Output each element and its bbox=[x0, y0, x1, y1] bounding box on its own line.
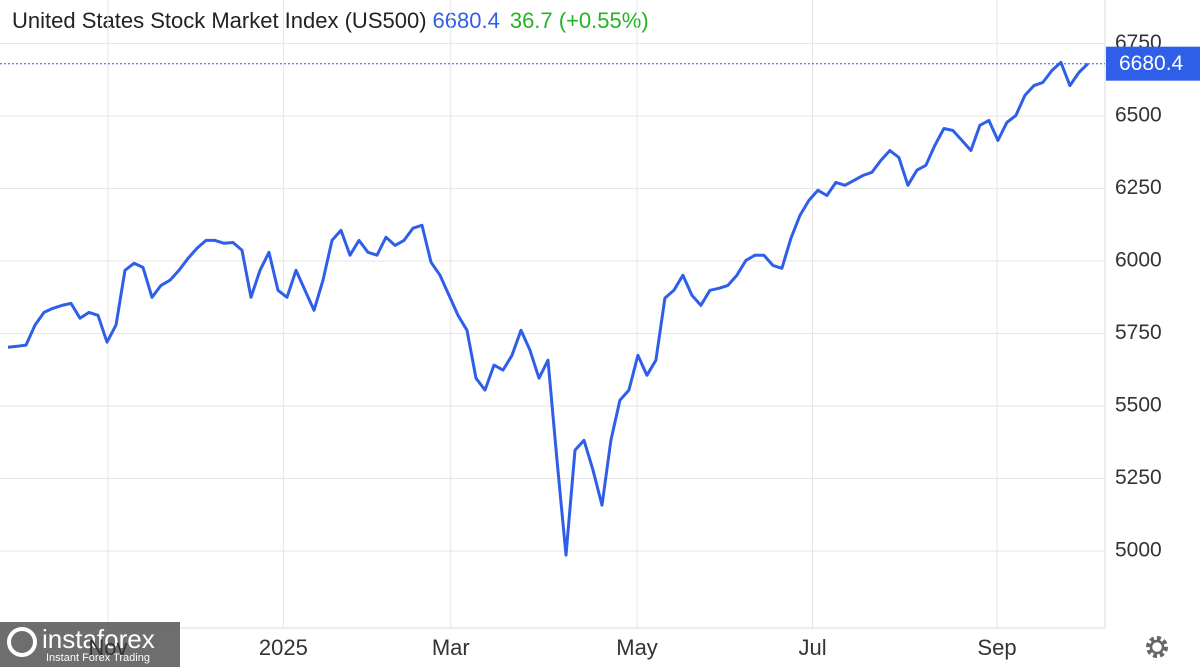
x-tick-label: Nov bbox=[88, 635, 127, 660]
chart-title: United States Stock Market Index (US500) bbox=[12, 8, 427, 33]
price: 6680.4 bbox=[433, 8, 500, 33]
y-tick-label: 5000 bbox=[1115, 539, 1162, 562]
title: United States Stock Market Index (US500)… bbox=[12, 8, 649, 33]
last-price-label: 6680.4 bbox=[1119, 52, 1184, 75]
x-tick-label: May bbox=[616, 635, 658, 660]
price-line bbox=[7, 60, 1089, 557]
y-tick-label: 6500 bbox=[1115, 104, 1162, 127]
y-tick-label: 6000 bbox=[1115, 249, 1162, 272]
x-tick-label: Jul bbox=[798, 635, 826, 660]
x-tick-label: Sep bbox=[977, 635, 1016, 660]
y-tick-label: 5750 bbox=[1115, 321, 1162, 344]
change: 36.7 (+0.55%) bbox=[510, 8, 649, 33]
watermark-sub: Instant Forex Trading bbox=[46, 652, 150, 664]
last-price-badge bbox=[1106, 46, 1200, 81]
watermark: instaforex Instant Forex Trading bbox=[0, 622, 180, 667]
y-tick-label: 5250 bbox=[1115, 466, 1162, 489]
watermark-text: instaforex bbox=[42, 624, 155, 654]
x-tick-label: 2025 bbox=[259, 635, 308, 660]
watermark-icon bbox=[7, 627, 37, 657]
settings-icon[interactable] bbox=[1146, 636, 1168, 658]
y-tick-label: 6250 bbox=[1115, 176, 1162, 199]
x-tick-label: Mar bbox=[432, 635, 470, 660]
y-tick-label: 5500 bbox=[1115, 394, 1162, 417]
